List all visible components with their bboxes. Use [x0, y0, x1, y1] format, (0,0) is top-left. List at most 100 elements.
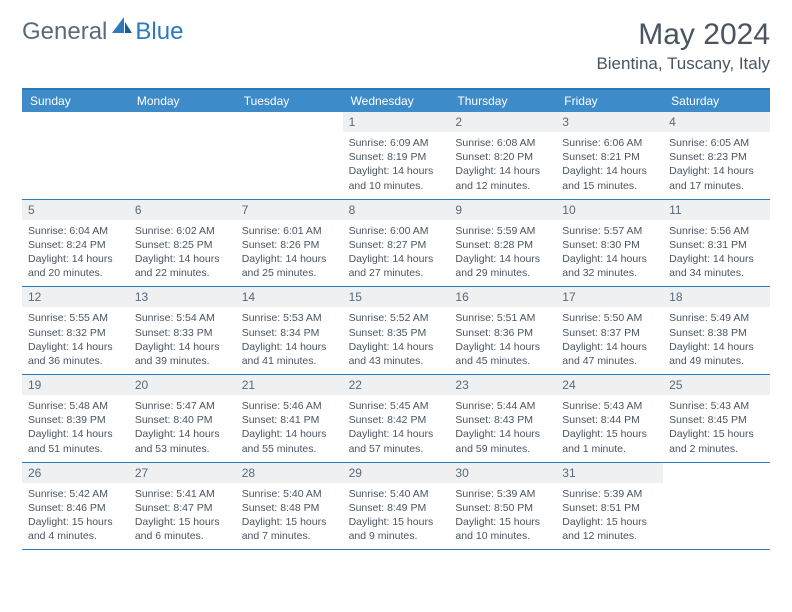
- day-number: 16: [449, 287, 556, 307]
- week-row: 12Sunrise: 5:55 AMSunset: 8:32 PMDayligh…: [22, 287, 770, 375]
- day-number: 9: [449, 200, 556, 220]
- day-cell: 24Sunrise: 5:43 AMSunset: 8:44 PMDayligh…: [556, 375, 663, 462]
- day-number: 26: [22, 463, 129, 483]
- day-number: 22: [343, 375, 450, 395]
- day-header-cell: Sunday: [22, 90, 129, 112]
- week-row: 19Sunrise: 5:48 AMSunset: 8:39 PMDayligh…: [22, 375, 770, 463]
- day-number: 31: [556, 463, 663, 483]
- day-cell: 15Sunrise: 5:52 AMSunset: 8:35 PMDayligh…: [343, 287, 450, 374]
- day-cell: 31Sunrise: 5:39 AMSunset: 8:51 PMDayligh…: [556, 463, 663, 550]
- day-details: Sunrise: 6:00 AMSunset: 8:27 PMDaylight:…: [343, 220, 450, 287]
- day-details: Sunrise: 6:05 AMSunset: 8:23 PMDaylight:…: [663, 132, 770, 199]
- day-details: Sunrise: 5:44 AMSunset: 8:43 PMDaylight:…: [449, 395, 556, 462]
- day-cell: 18Sunrise: 5:49 AMSunset: 8:38 PMDayligh…: [663, 287, 770, 374]
- day-number: 14: [236, 287, 343, 307]
- day-number: 11: [663, 200, 770, 220]
- day-details: Sunrise: 6:04 AMSunset: 8:24 PMDaylight:…: [22, 220, 129, 287]
- day-cell: 10Sunrise: 5:57 AMSunset: 8:30 PMDayligh…: [556, 200, 663, 287]
- day-header-cell: Wednesday: [343, 90, 450, 112]
- sail-icon: [111, 16, 133, 41]
- day-cell: 4Sunrise: 6:05 AMSunset: 8:23 PMDaylight…: [663, 112, 770, 199]
- day-details: Sunrise: 5:56 AMSunset: 8:31 PMDaylight:…: [663, 220, 770, 287]
- day-number: 21: [236, 375, 343, 395]
- day-number: 13: [129, 287, 236, 307]
- day-cell: 5Sunrise: 6:04 AMSunset: 8:24 PMDaylight…: [22, 200, 129, 287]
- day-number: 19: [22, 375, 129, 395]
- day-details: Sunrise: 5:39 AMSunset: 8:51 PMDaylight:…: [556, 483, 663, 550]
- day-cell: 28Sunrise: 5:40 AMSunset: 8:48 PMDayligh…: [236, 463, 343, 550]
- day-number: 10: [556, 200, 663, 220]
- day-details: Sunrise: 5:47 AMSunset: 8:40 PMDaylight:…: [129, 395, 236, 462]
- day-header-cell: Saturday: [663, 90, 770, 112]
- day-number: 25: [663, 375, 770, 395]
- day-number: 28: [236, 463, 343, 483]
- day-number: 8: [343, 200, 450, 220]
- day-number: 20: [129, 375, 236, 395]
- day-number: 7: [236, 200, 343, 220]
- day-number: 12: [22, 287, 129, 307]
- day-details: Sunrise: 5:40 AMSunset: 8:48 PMDaylight:…: [236, 483, 343, 550]
- day-cell: 6Sunrise: 6:02 AMSunset: 8:25 PMDaylight…: [129, 200, 236, 287]
- day-details: Sunrise: 5:39 AMSunset: 8:50 PMDaylight:…: [449, 483, 556, 550]
- day-cell: 2Sunrise: 6:08 AMSunset: 8:20 PMDaylight…: [449, 112, 556, 199]
- day-cell: 13Sunrise: 5:54 AMSunset: 8:33 PMDayligh…: [129, 287, 236, 374]
- week-row: 5Sunrise: 6:04 AMSunset: 8:24 PMDaylight…: [22, 200, 770, 288]
- day-cell: [236, 112, 343, 199]
- day-details: Sunrise: 5:51 AMSunset: 8:36 PMDaylight:…: [449, 307, 556, 374]
- day-details: Sunrise: 5:53 AMSunset: 8:34 PMDaylight:…: [236, 307, 343, 374]
- day-header-cell: Tuesday: [236, 90, 343, 112]
- day-cell: 8Sunrise: 6:00 AMSunset: 8:27 PMDaylight…: [343, 200, 450, 287]
- day-number: 27: [129, 463, 236, 483]
- day-header-cell: Thursday: [449, 90, 556, 112]
- day-cell: [129, 112, 236, 199]
- weeks-container: 1Sunrise: 6:09 AMSunset: 8:19 PMDaylight…: [22, 112, 770, 550]
- day-cell: 11Sunrise: 5:56 AMSunset: 8:31 PMDayligh…: [663, 200, 770, 287]
- day-cell: 29Sunrise: 5:40 AMSunset: 8:49 PMDayligh…: [343, 463, 450, 550]
- day-number: 18: [663, 287, 770, 307]
- day-header-cell: Friday: [556, 90, 663, 112]
- week-row: 26Sunrise: 5:42 AMSunset: 8:46 PMDayligh…: [22, 463, 770, 551]
- day-details: Sunrise: 5:43 AMSunset: 8:45 PMDaylight:…: [663, 395, 770, 462]
- day-details: Sunrise: 5:46 AMSunset: 8:41 PMDaylight:…: [236, 395, 343, 462]
- day-details: Sunrise: 5:59 AMSunset: 8:28 PMDaylight:…: [449, 220, 556, 287]
- day-cell: 7Sunrise: 6:01 AMSunset: 8:26 PMDaylight…: [236, 200, 343, 287]
- day-details: Sunrise: 5:52 AMSunset: 8:35 PMDaylight:…: [343, 307, 450, 374]
- day-number: 29: [343, 463, 450, 483]
- title-block: May 2024 Bientina, Tuscany, Italy: [596, 18, 770, 74]
- day-details: Sunrise: 5:40 AMSunset: 8:49 PMDaylight:…: [343, 483, 450, 550]
- day-number: 4: [663, 112, 770, 132]
- day-details: Sunrise: 5:45 AMSunset: 8:42 PMDaylight:…: [343, 395, 450, 462]
- day-cell: [22, 112, 129, 199]
- day-cell: 17Sunrise: 5:50 AMSunset: 8:37 PMDayligh…: [556, 287, 663, 374]
- logo-text-general: General: [22, 18, 107, 46]
- day-cell: 12Sunrise: 5:55 AMSunset: 8:32 PMDayligh…: [22, 287, 129, 374]
- day-details: Sunrise: 5:57 AMSunset: 8:30 PMDaylight:…: [556, 220, 663, 287]
- day-cell: 21Sunrise: 5:46 AMSunset: 8:41 PMDayligh…: [236, 375, 343, 462]
- day-details: Sunrise: 6:08 AMSunset: 8:20 PMDaylight:…: [449, 132, 556, 199]
- day-cell: 27Sunrise: 5:41 AMSunset: 8:47 PMDayligh…: [129, 463, 236, 550]
- day-details: Sunrise: 5:55 AMSunset: 8:32 PMDaylight:…: [22, 307, 129, 374]
- day-number: 15: [343, 287, 450, 307]
- day-cell: 19Sunrise: 5:48 AMSunset: 8:39 PMDayligh…: [22, 375, 129, 462]
- day-cell: 9Sunrise: 5:59 AMSunset: 8:28 PMDaylight…: [449, 200, 556, 287]
- day-cell: 1Sunrise: 6:09 AMSunset: 8:19 PMDaylight…: [343, 112, 450, 199]
- day-header-cell: Monday: [129, 90, 236, 112]
- day-cell: 26Sunrise: 5:42 AMSunset: 8:46 PMDayligh…: [22, 463, 129, 550]
- day-number: 3: [556, 112, 663, 132]
- day-cell: 25Sunrise: 5:43 AMSunset: 8:45 PMDayligh…: [663, 375, 770, 462]
- day-cell: 23Sunrise: 5:44 AMSunset: 8:43 PMDayligh…: [449, 375, 556, 462]
- day-details: Sunrise: 6:09 AMSunset: 8:19 PMDaylight:…: [343, 132, 450, 199]
- day-details: Sunrise: 6:02 AMSunset: 8:25 PMDaylight:…: [129, 220, 236, 287]
- day-cell: 16Sunrise: 5:51 AMSunset: 8:36 PMDayligh…: [449, 287, 556, 374]
- header: General Blue May 2024 Bientina, Tuscany,…: [0, 0, 792, 82]
- day-cell: 14Sunrise: 5:53 AMSunset: 8:34 PMDayligh…: [236, 287, 343, 374]
- day-number: 23: [449, 375, 556, 395]
- week-row: 1Sunrise: 6:09 AMSunset: 8:19 PMDaylight…: [22, 112, 770, 200]
- day-cell: 30Sunrise: 5:39 AMSunset: 8:50 PMDayligh…: [449, 463, 556, 550]
- day-details: Sunrise: 5:50 AMSunset: 8:37 PMDaylight:…: [556, 307, 663, 374]
- day-details: Sunrise: 6:01 AMSunset: 8:26 PMDaylight:…: [236, 220, 343, 287]
- day-details: Sunrise: 5:41 AMSunset: 8:47 PMDaylight:…: [129, 483, 236, 550]
- day-details: Sunrise: 5:54 AMSunset: 8:33 PMDaylight:…: [129, 307, 236, 374]
- logo-text-blue: Blue: [135, 18, 183, 46]
- location: Bientina, Tuscany, Italy: [596, 54, 770, 74]
